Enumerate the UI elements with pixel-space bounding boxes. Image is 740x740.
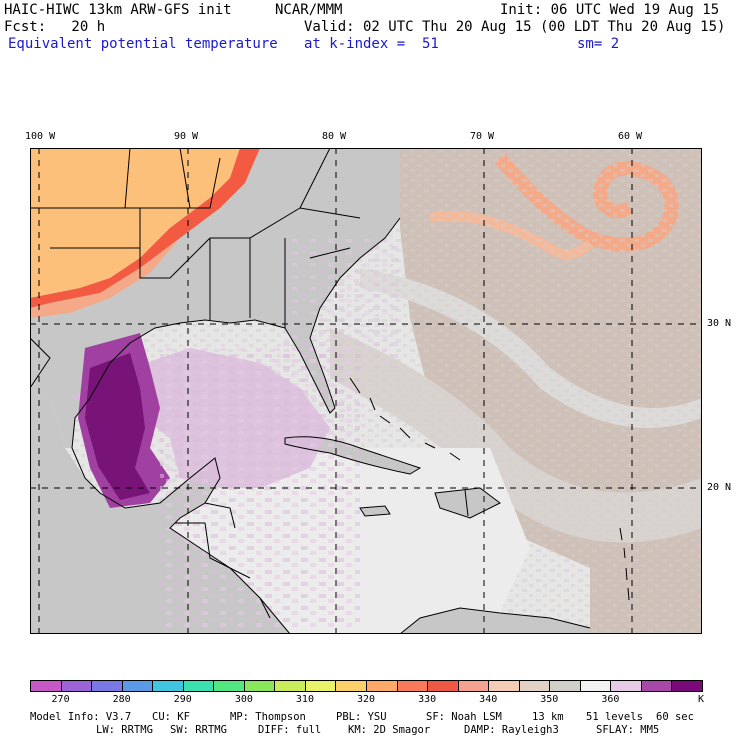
colorbar-swatch [518, 680, 551, 692]
footer-diff: DIFF: full [258, 724, 322, 736]
land-south-america [400, 608, 590, 634]
init-time: Init: 06 UTC Wed 19 Aug 15 [500, 2, 720, 18]
colorbar-swatch [182, 680, 215, 692]
colorbar-swatch [335, 680, 367, 692]
colorbar-swatch [243, 680, 276, 692]
bahamas [349, 377, 461, 461]
lon-label-80w: 80 W [322, 131, 347, 142]
footer-km: KM: 2D Smagor [348, 724, 431, 736]
colorbar-swatch [213, 680, 245, 692]
south-america-coast [399, 607, 591, 634]
footer-levels: 51 levels [586, 711, 643, 723]
map-frame [30, 148, 702, 634]
land-jamaica [360, 506, 390, 516]
lesser-antilles [619, 527, 630, 601]
footer-pbl: PBL: YSU [336, 711, 387, 723]
footer-model-info: Model Info: V3.7 [30, 711, 132, 723]
footer-sflay: SFLAY: MM5 [596, 724, 660, 736]
colorbar [30, 680, 703, 692]
footer-lw: LW: RRTMG [96, 724, 153, 736]
colorbar-swatch [91, 680, 123, 692]
footer-damp: DAMP: Rayleigh3 [464, 724, 559, 736]
colorbar-label: 360 [601, 694, 620, 705]
colorbar-swatch [640, 680, 673, 692]
smoothing-label: sm= 2 [577, 36, 620, 52]
footer-cu: CU: KF [152, 711, 190, 723]
colorbar-swatch [366, 680, 398, 692]
footer-sw: SW: RRTMG [170, 724, 227, 736]
colorbar-label: 310 [295, 694, 314, 705]
graticule [30, 148, 702, 634]
jamaica-outline [359, 505, 391, 517]
colorbar-label: 320 [357, 694, 376, 705]
colorbar-swatch [30, 680, 62, 692]
forecast-hour: Fcst: 20 h [4, 19, 106, 35]
state-borders [30, 148, 361, 389]
hispaniola-outline [434, 487, 501, 519]
cuba-outline [284, 436, 422, 475]
lat-label-20n: 20 N [707, 482, 732, 493]
colorbar-label: 300 [234, 694, 253, 705]
hot-air-edge [30, 148, 260, 308]
colorbar-swatch [610, 680, 642, 692]
footer-mp: MP: Thompson [230, 711, 306, 723]
colorbar-swatch [304, 680, 337, 692]
colorbar-label: 340 [479, 694, 498, 705]
colorbar-unit: K [698, 694, 705, 705]
footer-timestep: 60 sec [656, 711, 694, 723]
lon-label-90w: 90 W [174, 131, 199, 142]
lon-label-100w: 100 W [25, 131, 56, 142]
footer-sf: SF: Noah LSM [426, 711, 502, 723]
gulf-purple-dark [85, 353, 150, 500]
colorbar-swatch [274, 680, 306, 692]
colorbar-swatch [396, 680, 429, 692]
valid-time: Valid: 02 UTC Thu 20 Aug 15 (00 LDT Thu … [304, 19, 726, 35]
colorbar-swatch [488, 680, 520, 692]
colorbar-swatch [152, 680, 184, 692]
colorbar-label: 270 [51, 694, 70, 705]
central-america-borders [175, 502, 271, 619]
org-label: NCAR/MMM [275, 2, 343, 18]
level-label: at k-index = 51 [304, 36, 439, 52]
colorbar-swatch [121, 680, 154, 692]
colorbar-label: 280 [112, 694, 131, 705]
lon-label-70w: 70 W [470, 131, 495, 142]
colorbar-swatch [427, 680, 459, 692]
colorbar-swatch [457, 680, 490, 692]
colorbar-label: 290 [173, 694, 192, 705]
footer-res: 13 km [532, 711, 564, 723]
colorbar-label: 330 [418, 694, 437, 705]
lat-label-30n: 30 N [707, 318, 732, 329]
field-name: Equivalent potential temperature [8, 36, 278, 52]
colorbar-swatch [579, 680, 612, 692]
colorbar-swatch [60, 680, 93, 692]
colorbar-label: 350 [540, 694, 559, 705]
lon-label-60w: 60 W [618, 131, 643, 142]
model-title: HAIC-HIWC 13km ARW-GFS init [4, 2, 232, 18]
weather-map [30, 148, 702, 634]
us-coastline [71, 217, 401, 634]
colorbar-swatch [549, 680, 581, 692]
colorbar-swatch [671, 680, 703, 692]
hot-air-edge-salmon [30, 238, 180, 318]
